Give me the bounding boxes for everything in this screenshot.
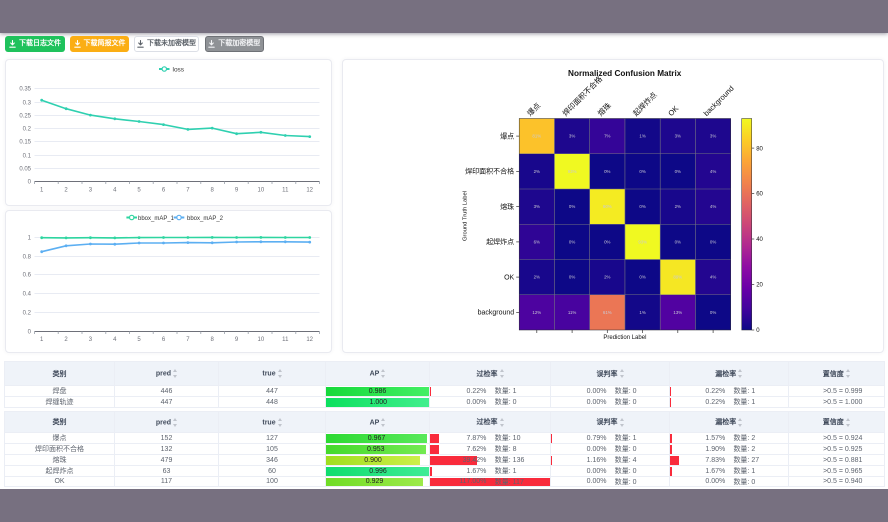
svg-text:0.15: 0.15	[19, 140, 31, 146]
svg-text:0.05: 0.05	[19, 167, 31, 173]
svg-text:熔珠: 熔珠	[500, 202, 514, 211]
svg-text:3%: 3%	[675, 134, 681, 139]
svg-text:2%: 2%	[534, 275, 540, 280]
svg-text:起焊炸点: 起焊炸点	[486, 237, 514, 246]
svg-text:4%: 4%	[710, 275, 716, 280]
svg-text:1%: 1%	[640, 310, 646, 315]
svg-text:6%: 6%	[534, 239, 540, 244]
svg-text:爆点: 爆点	[525, 100, 543, 118]
svg-text:3: 3	[88, 188, 92, 194]
svg-text:0%: 0%	[604, 169, 610, 174]
svg-text:0%: 0%	[569, 204, 575, 209]
svg-text:7: 7	[186, 188, 190, 194]
svg-text:93%: 93%	[638, 239, 647, 244]
svg-text:2%: 2%	[604, 275, 610, 280]
svg-text:4%: 4%	[710, 204, 716, 209]
svg-text:5: 5	[137, 337, 141, 343]
svg-text:4: 4	[113, 188, 117, 194]
svg-text:起焊炸点: 起焊炸点	[631, 89, 660, 118]
svg-text:2%: 2%	[534, 169, 540, 174]
svg-text:0.6: 0.6	[22, 272, 31, 278]
svg-text:background: background	[702, 84, 736, 118]
svg-text:0%: 0%	[604, 239, 610, 244]
svg-text:12%: 12%	[533, 310, 542, 315]
svg-text:11%: 11%	[568, 310, 577, 315]
svg-text:9: 9	[234, 337, 238, 343]
svg-text:0.2: 0.2	[22, 310, 31, 316]
svg-text:爆点: 爆点	[500, 131, 514, 140]
svg-text:0%: 0%	[675, 239, 681, 244]
svg-text:11: 11	[282, 337, 289, 343]
svg-text:12: 12	[306, 337, 313, 343]
svg-text:89%: 89%	[674, 275, 683, 280]
svg-text:0.1: 0.1	[22, 154, 31, 160]
svg-text:3%: 3%	[569, 134, 575, 139]
svg-text:6: 6	[161, 337, 165, 343]
svg-text:3: 3	[88, 337, 92, 343]
svg-text:bbox_mAP_1: bbox_mAP_1	[138, 216, 175, 222]
svg-text:20: 20	[756, 283, 763, 289]
svg-text:0%: 0%	[569, 275, 575, 280]
svg-text:0.4: 0.4	[22, 291, 31, 297]
svg-text:4%: 4%	[710, 169, 716, 174]
svg-text:6: 6	[161, 188, 165, 194]
svg-text:0: 0	[27, 180, 31, 186]
svg-text:8: 8	[210, 337, 214, 343]
svg-text:80: 80	[756, 146, 763, 152]
svg-text:焊印面积不合格: 焊印面积不合格	[465, 167, 514, 176]
svg-text:10: 10	[257, 337, 264, 343]
svg-text:Normalized Confusion Matrix: Normalized Confusion Matrix	[568, 69, 682, 78]
svg-text:bbox_mAP_2: bbox_mAP_2	[187, 216, 224, 222]
svg-text:60: 60	[756, 192, 763, 198]
svg-text:loss: loss	[172, 66, 184, 73]
svg-text:0: 0	[756, 328, 760, 334]
svg-text:61%: 61%	[603, 310, 612, 315]
svg-text:81%: 81%	[533, 134, 542, 139]
svg-text:90%: 90%	[603, 204, 612, 209]
svg-text:0%: 0%	[569, 239, 575, 244]
svg-text:0.3: 0.3	[22, 101, 31, 107]
svg-text:3%: 3%	[710, 134, 716, 139]
svg-text:0: 0	[27, 329, 31, 335]
svg-text:0%: 0%	[710, 310, 716, 315]
svg-text:8: 8	[210, 188, 214, 194]
svg-text:10: 10	[257, 188, 264, 194]
svg-text:0%: 0%	[640, 169, 646, 174]
svg-text:background: background	[478, 310, 515, 317]
svg-text:0.2: 0.2	[22, 127, 31, 133]
svg-text:2: 2	[64, 337, 68, 343]
svg-text:0%: 0%	[675, 169, 681, 174]
svg-text:11: 11	[282, 188, 289, 194]
svg-text:OK: OK	[504, 274, 514, 281]
svg-text:0%: 0%	[640, 275, 646, 280]
svg-text:2: 2	[64, 188, 68, 194]
svg-text:1: 1	[40, 337, 44, 343]
svg-text:Prediction Label: Prediction Label	[604, 335, 647, 341]
svg-text:1%: 1%	[640, 134, 646, 139]
svg-text:7: 7	[186, 337, 190, 343]
svg-text:熔珠: 熔珠	[595, 100, 613, 118]
svg-text:2%: 2%	[675, 204, 681, 209]
svg-text:0%: 0%	[640, 204, 646, 209]
svg-text:1: 1	[40, 188, 44, 194]
svg-text:4: 4	[113, 337, 117, 343]
svg-text:40: 40	[756, 237, 763, 243]
svg-text:7%: 7%	[604, 134, 610, 139]
svg-text:1: 1	[27, 235, 31, 241]
svg-text:5: 5	[137, 188, 141, 194]
svg-text:Ground Truth Label: Ground Truth Label	[463, 191, 469, 241]
svg-text:0.25: 0.25	[19, 114, 31, 120]
svg-text:13%: 13%	[674, 310, 683, 315]
svg-text:93%: 93%	[568, 169, 577, 174]
svg-text:12: 12	[306, 188, 313, 194]
svg-text:0%: 0%	[710, 239, 716, 244]
svg-text:3%: 3%	[534, 204, 540, 209]
svg-text:0.35: 0.35	[19, 87, 31, 93]
svg-text:OK: OK	[667, 104, 681, 118]
svg-text:9: 9	[234, 188, 238, 194]
svg-text:0.8: 0.8	[22, 254, 31, 260]
